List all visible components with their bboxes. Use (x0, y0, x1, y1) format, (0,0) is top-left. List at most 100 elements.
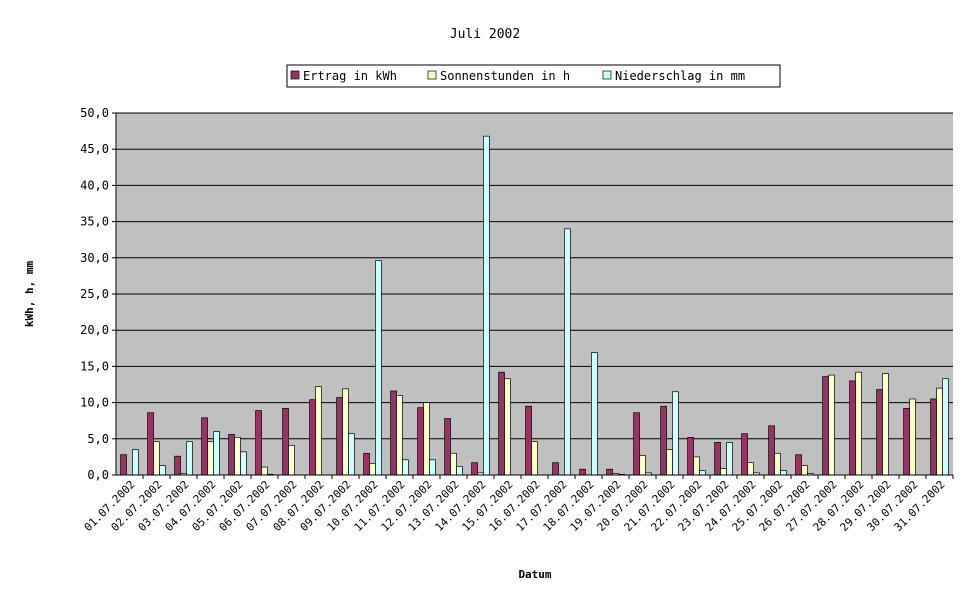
bar (342, 388, 349, 476)
bar (660, 405, 667, 476)
y-tick-label: 10,0 (80, 396, 109, 410)
y-tick-label: 15,0 (80, 359, 109, 373)
bar (720, 468, 727, 476)
x-tick-labels: 01.07.200202.07.200203.07.200204.07.2002… (82, 478, 948, 534)
legend-swatch-ertrag (290, 70, 300, 80)
bar (201, 417, 208, 476)
bar (936, 387, 943, 476)
bar (429, 459, 436, 476)
bar (687, 437, 694, 476)
bar (876, 389, 883, 476)
legend-box (286, 64, 781, 88)
y-tick-label: 40,0 (80, 178, 109, 192)
bars-group (120, 135, 954, 479)
legend-label-niederschlag: Niederschlag in mm (615, 69, 745, 83)
y-tick-label: 35,0 (80, 215, 109, 229)
bar (423, 402, 430, 476)
legend-label-ertrag: Ertrag in kWh (303, 69, 397, 83)
bar (132, 449, 139, 476)
y-tick-label: 45,0 (80, 142, 109, 156)
y-tick-label: 25,0 (80, 287, 109, 301)
bar (726, 442, 733, 476)
y-axis-title: kWh, h, mm (23, 261, 36, 328)
bar (639, 455, 646, 476)
x-axis-title: Datum (518, 568, 551, 581)
bar (282, 408, 289, 476)
bar (666, 449, 673, 476)
bar (288, 444, 295, 476)
bar (228, 434, 235, 476)
bar (369, 463, 376, 476)
bar (774, 452, 781, 476)
legend-label-sonnenstunden: Sonnenstunden in h (440, 69, 570, 83)
bar (741, 433, 748, 476)
bar (768, 425, 775, 476)
bar (444, 418, 451, 476)
bar (234, 437, 241, 476)
bar (336, 397, 343, 476)
bar (525, 405, 532, 476)
bar (693, 456, 700, 476)
bar (747, 462, 754, 476)
bar (909, 398, 916, 476)
bar (795, 454, 802, 476)
bar (780, 470, 787, 476)
bar (801, 465, 808, 476)
bar (483, 135, 490, 476)
bar (855, 371, 862, 476)
chart-title: Juli 2002 (450, 27, 520, 42)
bar (207, 441, 214, 476)
bar (498, 371, 505, 476)
bar (396, 395, 403, 476)
bar (849, 380, 856, 476)
bar (402, 459, 409, 476)
bar (309, 399, 316, 476)
bar (261, 466, 268, 476)
bar (240, 451, 247, 476)
y-tick-label: 20,0 (80, 323, 109, 337)
y-tick-label: 30,0 (80, 251, 109, 265)
bar (699, 470, 706, 476)
bar (120, 454, 127, 476)
bar (450, 452, 457, 476)
bar (147, 412, 154, 476)
bar (390, 390, 397, 476)
y-tick-label: 5,0 (87, 432, 109, 446)
bar (942, 378, 949, 476)
bar (591, 352, 598, 476)
y-tick-label: 50,0 (80, 106, 109, 120)
y-tick-labels: 0,0 5,0 10,0 15,0 20,0 25,0 30,0 35,0 40,0 45,0 50… (80, 106, 109, 482)
bar (714, 442, 721, 476)
bar (822, 376, 829, 476)
bar (174, 455, 181, 476)
legend: Ertrag in kWh Sonnenstunden in h Nieders… (286, 64, 781, 88)
bar (531, 441, 538, 476)
y-tick-label: 0,0 (87, 468, 109, 482)
bar (417, 407, 424, 476)
bar (672, 391, 679, 476)
bar (606, 468, 613, 476)
bar (504, 378, 511, 476)
bar (348, 433, 355, 476)
bar (315, 386, 322, 476)
bar (255, 410, 262, 476)
bar (633, 412, 640, 476)
bar (930, 398, 937, 476)
bar (363, 452, 370, 476)
gridlines (112, 112, 953, 476)
bar (564, 228, 571, 476)
legend-swatch-niederschlag (602, 70, 612, 80)
bar (552, 462, 559, 476)
bar (903, 408, 910, 476)
bar (579, 468, 586, 476)
bar (882, 373, 889, 476)
bar (159, 465, 166, 476)
bar (153, 441, 160, 476)
bar (213, 431, 220, 476)
bar (375, 260, 382, 476)
bar (471, 462, 478, 476)
legend-swatch-sonnenstunden (427, 70, 437, 80)
bar (456, 465, 463, 476)
bar (186, 441, 193, 476)
